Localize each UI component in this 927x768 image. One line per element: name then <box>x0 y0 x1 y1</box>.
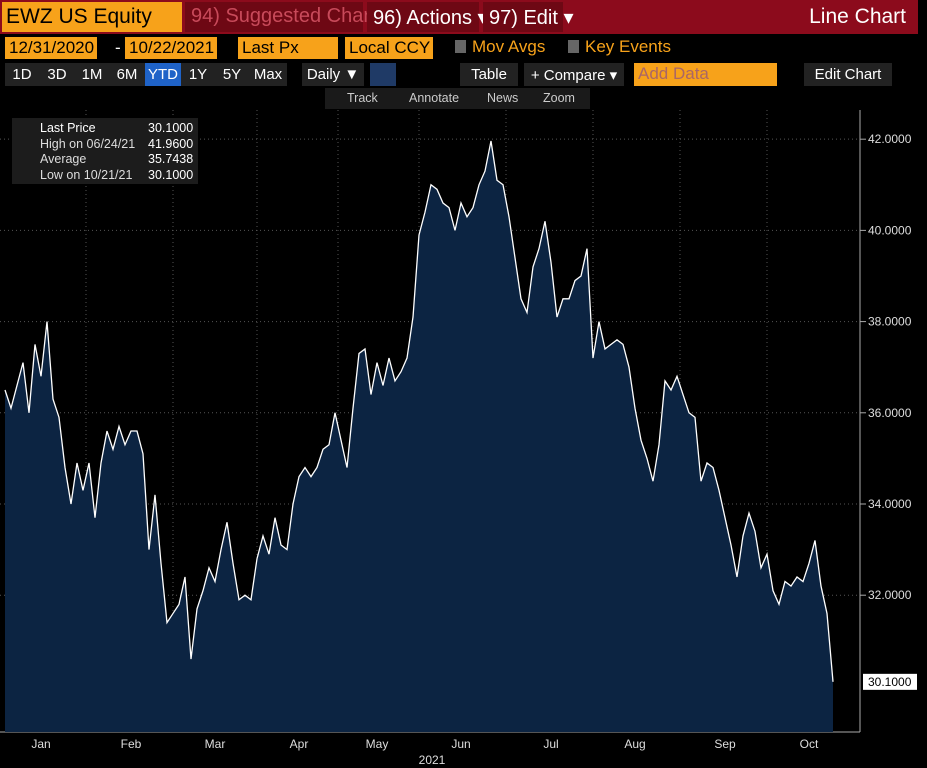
tool-button[interactable]: News <box>487 91 519 105</box>
y-tick-label: 34.0000 <box>868 497 912 511</box>
field[interactable]: Last Px <box>238 37 338 59</box>
y-tick-label: 42.0000 <box>868 132 912 146</box>
range-button[interactable]: 6M <box>109 63 145 86</box>
legend-value: 30.1000 <box>148 167 194 182</box>
y-tick-label: 38.0000 <box>868 315 912 329</box>
x-tick-label: May <box>366 737 389 751</box>
legend-value: 30.1000 <box>148 121 194 135</box>
range-button[interactable]: 5Y <box>215 63 249 86</box>
chart-kind: Line Chart <box>809 5 906 28</box>
line-icon[interactable] <box>370 63 396 86</box>
range-button[interactable]: Max <box>249 63 287 86</box>
mov-avgs[interactable]: Mov Avgs <box>472 37 546 56</box>
period[interactable]: Daily ▼ <box>302 63 364 86</box>
key-events[interactable]: Key Events <box>585 37 671 56</box>
actions-menu[interactable]: 96) Actions ▾ <box>367 2 488 32</box>
currency[interactable]: Local CCY <box>345 37 433 59</box>
y-tick-label: 36.0000 <box>868 406 912 420</box>
range-button[interactable]: 1M <box>75 63 109 86</box>
range-button[interactable]: YTD <box>145 63 181 86</box>
legend: Last Price 30.1000 High on 06/24/21 41.9600… <box>12 118 198 184</box>
edit-chart[interactable]: Edit Chart <box>804 63 892 86</box>
x-tick-label: Jul <box>543 737 558 751</box>
x-tick-label: Sep <box>714 737 736 751</box>
y-tick-label: 40.0000 <box>868 223 912 237</box>
legend-label: Average <box>40 152 87 166</box>
compare-button[interactable]: + Compare ▾ <box>524 63 624 86</box>
legend-label: Last Price <box>40 121 96 135</box>
legend-value: 35.7438 <box>148 152 194 166</box>
x-tick-label: Aug <box>624 737 645 751</box>
x-tick-label: Oct <box>800 737 819 751</box>
range-button[interactable]: 1D <box>5 63 39 86</box>
x-tick-label: Mar <box>205 737 226 751</box>
add-data[interactable]: Add Data <box>634 63 777 86</box>
x-axis-label: 2021 <box>419 753 446 767</box>
checkbox[interactable] <box>568 40 579 53</box>
edit-menu[interactable]: 97) Edit ▾ <box>483 2 574 32</box>
legend-label: High on 06/24/21 <box>40 136 136 151</box>
x-tick-label: Jan <box>31 737 50 751</box>
x-tick-label: Jun <box>451 737 470 751</box>
price-tag-box <box>863 673 917 690</box>
tool-button[interactable]: Zoom <box>543 91 575 105</box>
y-tick-label: 32.0000 <box>868 588 912 602</box>
tool-button[interactable]: Track <box>347 91 378 105</box>
security[interactable]: EWZ US Equity <box>2 2 182 32</box>
price-line <box>4 140 834 682</box>
legend-value: 41.9600 <box>148 136 194 151</box>
start-date[interactable]: 12/31/2020 <box>5 37 97 59</box>
price-tag: 30.1000 <box>868 675 912 689</box>
x-tick-label: Feb <box>121 737 142 751</box>
x-tick-label: Apr <box>290 737 309 751</box>
range-button[interactable]: 1Y <box>181 63 215 86</box>
date-separator: - <box>115 38 121 57</box>
table-button[interactable]: Table <box>460 63 518 86</box>
range-button[interactable]: 3D <box>39 63 75 86</box>
legend-label: Low on 10/21/21 <box>40 167 133 182</box>
end-date[interactable]: 10/22/2021 <box>125 37 217 59</box>
price-area <box>5 141 833 733</box>
chart-tools: Track Annotate News Zoom <box>325 88 590 109</box>
tool-button[interactable]: Annotate <box>409 91 460 105</box>
checkbox[interactable] <box>455 40 466 53</box>
suggested-charts[interactable]: 94) Suggested Charts <box>185 2 386 32</box>
